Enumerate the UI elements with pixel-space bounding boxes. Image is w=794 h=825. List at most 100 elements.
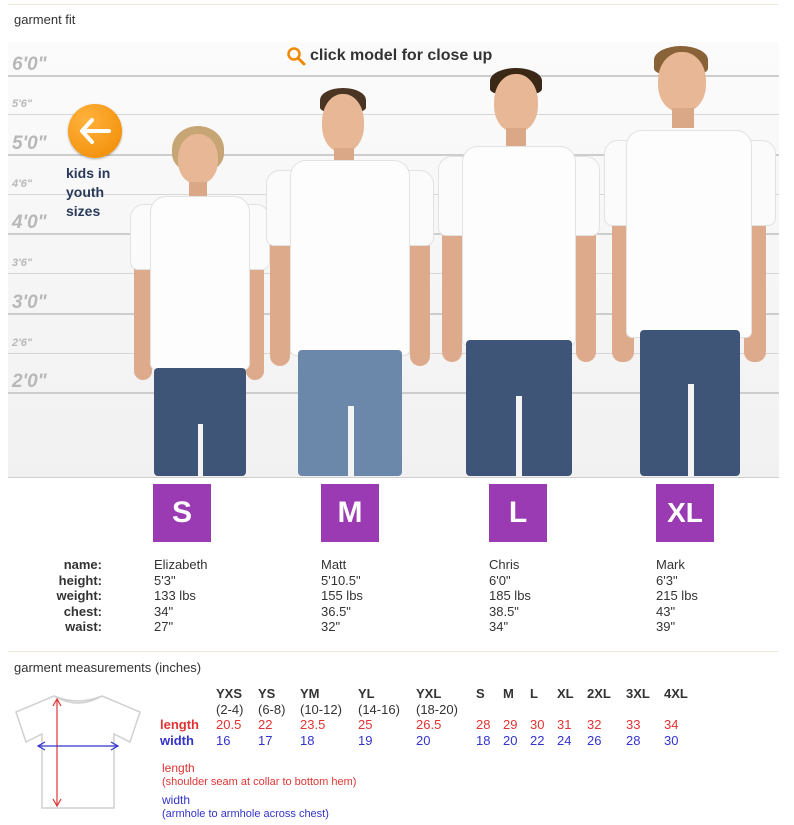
model-chest: 38.5" bbox=[489, 603, 519, 619]
height-label: 5'0" bbox=[12, 133, 47, 154]
length-note-text: (shoulder seam at collar to bottom hem) bbox=[162, 776, 357, 788]
model-info-xl: Mark 6'3" 215 lbs 43" 39" bbox=[656, 557, 698, 635]
width-value: 16 bbox=[216, 732, 231, 748]
model-weight: 155 lbs bbox=[321, 588, 363, 603]
model-name: Matt bbox=[321, 557, 347, 572]
model-matt[interactable] bbox=[266, 86, 434, 476]
size-badge-m[interactable]: M bbox=[321, 484, 379, 542]
model-height: 6'0" bbox=[489, 572, 511, 588]
width-row: width 16 17 18 19 20 18 20 22 24 26 28 3… bbox=[160, 733, 698, 749]
width-note-text: (armhole to armhole across chest) bbox=[162, 808, 329, 820]
length-note: length (shoulder seam at collar to botto… bbox=[162, 762, 356, 789]
t-shirt bbox=[150, 196, 250, 370]
kids-label: kids in youth sizes bbox=[66, 165, 111, 219]
height-label: 5'6" bbox=[12, 98, 33, 110]
height-label: 3'6" bbox=[12, 257, 33, 269]
youth-range-row: (2-4) (6-8) (10-12) (14-16) (18-20) bbox=[160, 702, 698, 718]
t-shirt bbox=[462, 146, 576, 346]
kids-arrow-button[interactable] bbox=[68, 104, 122, 158]
model-height: 5'3" bbox=[154, 572, 176, 588]
model-elizabeth[interactable] bbox=[128, 124, 272, 476]
size-header: M bbox=[503, 686, 514, 701]
width-value: 19 bbox=[358, 732, 373, 748]
youth-range: (10-12) bbox=[300, 701, 342, 717]
length-value: 23.5 bbox=[300, 717, 326, 732]
close-up-hint: click model for close up bbox=[286, 46, 492, 66]
model-waist: 39" bbox=[656, 619, 676, 634]
length-value: 31 bbox=[557, 717, 572, 732]
model-info-m: Matt 5'10.5" 155 lbs 36.5" 32" bbox=[321, 557, 363, 635]
model-weight: 133 lbs bbox=[154, 588, 196, 603]
size-header: L bbox=[530, 686, 538, 701]
height-line-5ft bbox=[8, 154, 779, 156]
height-label: 6'0" bbox=[12, 54, 47, 75]
size-header: YL bbox=[358, 686, 375, 701]
width-note-title: width bbox=[162, 793, 191, 807]
model-name: Elizabeth bbox=[154, 557, 208, 572]
size-header: YM bbox=[300, 686, 320, 701]
size-header-row: YXS YS YM YL YXL S M L XL 2XL 3XL 4XL bbox=[160, 686, 698, 702]
section-divider bbox=[8, 651, 778, 652]
height-label: 3'0" bbox=[12, 292, 47, 313]
youth-range: (18-20) bbox=[416, 701, 458, 717]
length-value: 28 bbox=[476, 717, 491, 732]
width-value: 18 bbox=[476, 732, 491, 748]
model-chris[interactable] bbox=[438, 66, 600, 476]
width-value: 26 bbox=[587, 732, 602, 748]
model-mark[interactable] bbox=[604, 44, 776, 476]
model-height: 6'3" bbox=[656, 572, 678, 588]
size-header: XL bbox=[557, 686, 574, 701]
size-header: YS bbox=[258, 686, 276, 701]
length-value: 20.5 bbox=[216, 717, 242, 732]
height-line-5ft6 bbox=[8, 114, 779, 115]
length-row-label: length bbox=[160, 717, 199, 732]
model-chest: 34" bbox=[154, 603, 174, 619]
garment-fit-title: garment fit bbox=[14, 12, 76, 27]
model-chest: 43" bbox=[656, 603, 676, 619]
width-value: 17 bbox=[258, 732, 273, 748]
t-shirt-diagram bbox=[15, 695, 141, 809]
model-head bbox=[494, 74, 538, 132]
width-value: 30 bbox=[664, 732, 679, 748]
width-value: 22 bbox=[530, 732, 545, 748]
size-header: 2XL bbox=[587, 686, 611, 701]
kids-youth-sizes-link[interactable]: kids in youth sizes bbox=[66, 104, 136, 221]
size-badge-l[interactable]: L bbox=[489, 484, 547, 542]
height-label: 4'0" bbox=[12, 212, 47, 233]
model-head bbox=[658, 52, 706, 112]
garment-measurements-title: garment measurements (inches) bbox=[14, 660, 202, 675]
model-head bbox=[178, 134, 218, 184]
info-labels: name: height: weight: chest: waist: bbox=[40, 557, 103, 635]
length-note-title: length bbox=[162, 761, 195, 775]
model-chest: 36.5" bbox=[321, 603, 351, 619]
model-head bbox=[322, 94, 364, 152]
height-label: 4'6" bbox=[12, 178, 33, 190]
model-waist: 32" bbox=[321, 619, 341, 634]
length-value: 32 bbox=[587, 717, 602, 732]
close-up-text: click model for close up bbox=[310, 47, 493, 64]
height-label: 2'0" bbox=[12, 371, 47, 392]
model-height: 5'10.5" bbox=[321, 572, 361, 588]
size-header: YXL bbox=[416, 686, 442, 701]
model-waist: 27" bbox=[154, 619, 174, 634]
width-row-label: width bbox=[160, 732, 194, 748]
label-chest: chest: bbox=[63, 603, 102, 619]
size-badge-xl[interactable]: XL bbox=[656, 484, 714, 542]
size-badge-s[interactable]: S bbox=[153, 484, 211, 542]
width-value: 24 bbox=[557, 732, 572, 748]
width-value: 20 bbox=[503, 732, 518, 748]
length-value: 26.5 bbox=[416, 717, 442, 732]
width-value: 18 bbox=[300, 732, 315, 748]
arrow-left-icon bbox=[80, 118, 111, 144]
length-value: 25 bbox=[358, 717, 373, 732]
model-info-s: Elizabeth 5'3" 133 lbs 34" 27" bbox=[154, 557, 207, 635]
magnifier-icon bbox=[287, 47, 306, 66]
label-name: name: bbox=[63, 557, 102, 572]
length-value: 33 bbox=[626, 717, 641, 732]
model-weight: 185 lbs bbox=[489, 588, 531, 603]
label-weight: weight: bbox=[56, 588, 103, 603]
width-note: width (armhole to armhole across chest) bbox=[162, 794, 329, 821]
model-weight: 215 lbs bbox=[656, 588, 698, 603]
t-shirt bbox=[626, 130, 752, 338]
length-value: 30 bbox=[530, 717, 545, 732]
